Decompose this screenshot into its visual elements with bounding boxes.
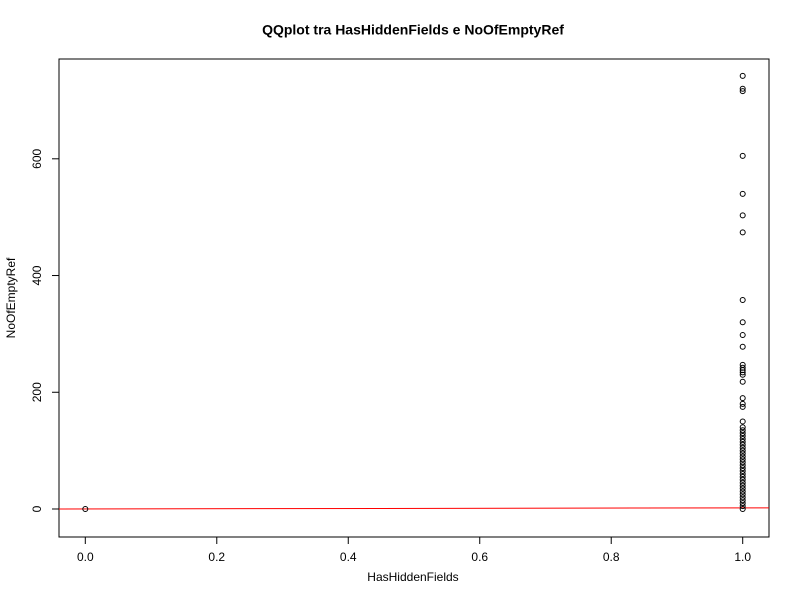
plot-box <box>58 58 770 538</box>
point <box>739 456 746 463</box>
point <box>739 500 746 507</box>
point <box>739 319 746 326</box>
point <box>739 427 746 434</box>
y-tick-label: 0 <box>30 505 44 512</box>
point <box>739 88 746 95</box>
point <box>739 190 746 197</box>
point <box>82 505 89 512</box>
point <box>739 453 746 460</box>
y-tick-label: 400 <box>30 265 44 285</box>
point <box>739 497 746 504</box>
point <box>739 212 746 219</box>
point <box>739 505 746 512</box>
point <box>739 470 746 477</box>
x-tick-label: 0.8 <box>603 550 620 564</box>
point <box>739 444 746 451</box>
point <box>739 430 746 437</box>
point <box>739 488 746 495</box>
point <box>739 482 746 489</box>
point <box>739 485 746 492</box>
point <box>739 435 746 442</box>
reference-line <box>58 507 770 510</box>
point <box>739 378 746 385</box>
point <box>739 503 746 510</box>
point <box>739 462 746 469</box>
point <box>739 229 746 236</box>
point <box>739 424 746 431</box>
point <box>739 152 746 159</box>
point <box>739 369 746 376</box>
x-tick-label: 1.0 <box>734 550 751 564</box>
x-tick-label: 0.2 <box>208 550 225 564</box>
point <box>739 400 746 407</box>
point <box>739 479 746 486</box>
point <box>739 343 746 350</box>
chart-title: QQplot tra HasHiddenFields e NoOfEmptyRe… <box>262 22 564 38</box>
point <box>739 418 746 425</box>
point <box>739 297 746 304</box>
x-tick-label: 0.0 <box>77 550 94 564</box>
point <box>739 72 746 79</box>
point <box>739 395 746 402</box>
point <box>739 447 746 454</box>
y-tick-label: 600 <box>30 148 44 168</box>
point <box>739 371 746 378</box>
point <box>739 403 746 410</box>
point <box>739 473 746 480</box>
point <box>739 85 746 92</box>
y-tick-label: 200 <box>30 382 44 402</box>
y-axis-label: NoOfEmptyRef <box>4 257 18 338</box>
point <box>739 441 746 448</box>
point <box>739 433 746 440</box>
point <box>739 476 746 483</box>
point <box>739 332 746 339</box>
point <box>739 450 746 457</box>
point <box>739 438 746 445</box>
point <box>739 494 746 501</box>
point <box>739 459 746 466</box>
point <box>739 468 746 475</box>
point <box>739 465 746 472</box>
x-tick-label: 0.6 <box>471 550 488 564</box>
x-axis-label: HasHiddenFields <box>367 570 458 584</box>
x-tick-label: 0.4 <box>340 550 357 564</box>
point <box>739 491 746 498</box>
